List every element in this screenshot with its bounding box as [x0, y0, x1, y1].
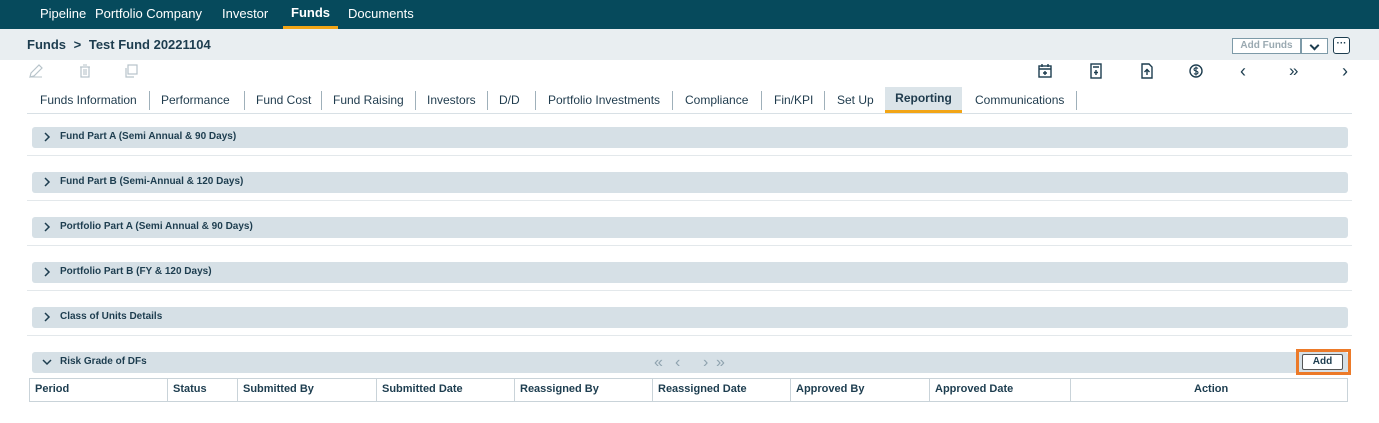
section-title: Portfolio Part B (FY & 120 Days)	[60, 266, 212, 277]
tab-funds-information[interactable]: Funds Information	[40, 93, 137, 107]
breadcrumb-text: Funds > Test Fund 20221104	[27, 37, 211, 52]
column-separator	[167, 379, 168, 402]
column-header-submitted-by[interactable]: Submitted By	[243, 383, 314, 395]
section-header[interactable]: Portfolio Part A (Semi Annual & 90 Days)	[32, 217, 1348, 238]
tab-separator	[415, 91, 416, 110]
section-header[interactable]: Portfolio Part B (FY & 120 Days)	[32, 262, 1348, 283]
calendar-icon[interactable]	[1037, 63, 1053, 79]
section-divider	[27, 335, 1352, 336]
tab-portfolio-investments[interactable]: Portfolio Investments	[548, 93, 661, 107]
column-separator	[514, 379, 515, 402]
pager-next-icon[interactable]: ›	[703, 354, 709, 371]
section-divider	[27, 155, 1352, 156]
column-header-reassigned-by[interactable]: Reassigned By	[520, 383, 599, 395]
tab-performance[interactable]: Performance	[161, 93, 230, 107]
export-icon[interactable]	[1139, 63, 1155, 79]
more-options-button[interactable]: ···	[1333, 37, 1350, 54]
tab-separator	[321, 91, 322, 110]
top-nav: Pipeline Portfolio Company Investor Fund…	[0, 0, 1379, 29]
chevron-right-icon	[44, 132, 51, 142]
tab-fund-raising[interactable]: Fund Raising	[333, 93, 404, 107]
chevron-down-icon	[42, 359, 52, 366]
section-title: Portfolio Part A (Semi Annual & 90 Days)	[60, 221, 253, 232]
column-header-action[interactable]: Action	[1194, 383, 1229, 395]
toolbar	[0, 60, 1379, 86]
breadcrumb: Funds > Test Fund 20221104	[0, 29, 1379, 60]
tab-reporting[interactable]: Reporting	[885, 87, 962, 113]
tab-bar	[27, 86, 1352, 114]
nav-investor[interactable]: Investor	[222, 6, 269, 21]
tab-separator	[487, 91, 488, 110]
breadcrumb-separator: >	[73, 37, 82, 52]
pager-prev-icon[interactable]: ‹	[675, 354, 681, 371]
tab-separator	[824, 91, 825, 110]
add-funds-button[interactable]: Add Funds	[1232, 38, 1301, 54]
nav-pipeline[interactable]: Pipeline	[40, 6, 87, 21]
chevron-right-icon	[44, 312, 51, 322]
chevron-right-icon	[44, 177, 51, 187]
tab-separator	[1076, 91, 1077, 110]
section-title: Risk Grade of DFs	[60, 356, 147, 367]
section-header[interactable]: Class of Units Details	[32, 307, 1348, 328]
tab-investors[interactable]: Investors	[427, 93, 476, 107]
column-header-approved-by[interactable]: Approved By	[796, 383, 865, 395]
column-separator	[790, 379, 791, 402]
pager-first-icon[interactable]: «	[654, 354, 663, 371]
tab-fin-kpi[interactable]: Fin/KPI	[774, 93, 814, 107]
section-title: Fund Part A (Semi Annual & 90 Days)	[60, 131, 237, 142]
section-title: Fund Part B (Semi-Annual & 120 Days)	[60, 176, 244, 187]
nav-documents[interactable]: Documents	[348, 6, 414, 21]
column-separator	[237, 379, 238, 402]
tab-set-up[interactable]: Set Up	[837, 93, 874, 107]
section-divider	[27, 200, 1352, 201]
column-separator	[376, 379, 377, 402]
tab-separator	[535, 91, 536, 110]
tab-separator	[761, 91, 762, 110]
prev-icon[interactable]: ‹	[1240, 61, 1246, 81]
column-header-period[interactable]: Period	[35, 383, 70, 395]
nav-funds[interactable]: Funds	[283, 0, 338, 29]
column-header-approved-date[interactable]: Approved Date	[935, 383, 1014, 395]
section-header[interactable]: Fund Part B (Semi-Annual & 120 Days)	[32, 172, 1348, 193]
add-button-highlight	[1296, 349, 1351, 375]
add-button[interactable]: Add	[1302, 354, 1343, 370]
risk-grade-table-header	[29, 378, 1348, 402]
tab-fund-cost[interactable]: Fund Cost	[256, 93, 312, 107]
copy-icon[interactable]	[123, 63, 139, 79]
calculator-icon[interactable]	[1088, 63, 1104, 79]
column-separator	[1070, 379, 1071, 402]
next-icon[interactable]: ›	[1342, 61, 1348, 81]
section-header[interactable]: Risk Grade of DFs	[32, 352, 1348, 373]
tab-separator	[244, 91, 245, 110]
column-separator	[652, 379, 653, 402]
breadcrumb-current: Test Fund 20221104	[88, 37, 211, 52]
add-funds-dropdown-icon[interactable]	[1301, 38, 1328, 54]
column-header-submitted-date[interactable]: Submitted Date	[382, 383, 463, 395]
nav-portfolio-company[interactable]: Portfolio Company	[95, 6, 202, 21]
tab-separator	[149, 91, 150, 110]
pager-last-icon[interactable]: »	[716, 354, 725, 371]
edit-icon[interactable]	[28, 63, 44, 79]
column-separator	[929, 379, 930, 402]
section-divider	[27, 245, 1352, 246]
tab-dd[interactable]: D/D	[499, 93, 520, 107]
tab-communications[interactable]: Communications	[975, 93, 1065, 107]
tab-compliance[interactable]: Compliance	[685, 93, 749, 107]
section-divider	[27, 290, 1352, 291]
last-icon[interactable]: »	[1289, 61, 1299, 80]
currency-icon[interactable]	[1188, 63, 1204, 79]
breadcrumb-root[interactable]: Funds	[27, 37, 66, 52]
chevron-right-icon	[44, 222, 51, 232]
column-header-reassigned-date[interactable]: Reassigned Date	[658, 383, 747, 395]
delete-icon[interactable]	[77, 63, 93, 79]
section-header[interactable]: Fund Part A (Semi Annual & 90 Days)	[32, 127, 1348, 148]
column-header-status[interactable]: Status	[173, 383, 207, 395]
chevron-right-icon	[44, 267, 51, 277]
section-title: Class of Units Details	[60, 311, 163, 322]
tab-separator	[672, 91, 673, 110]
